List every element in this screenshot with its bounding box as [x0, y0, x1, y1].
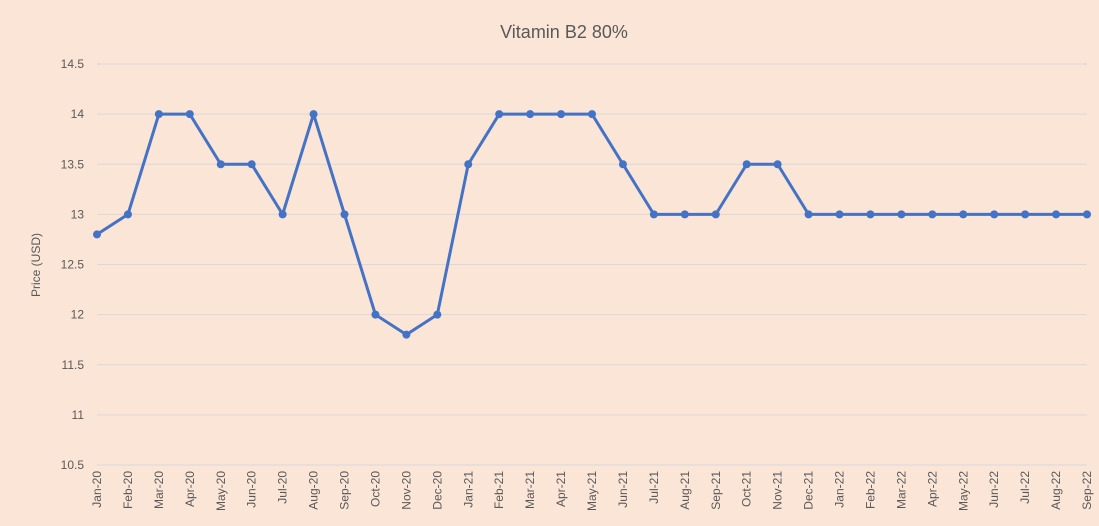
marker [990, 210, 999, 219]
marker [433, 310, 442, 319]
x-tick-label: May-21 [585, 471, 599, 511]
marker [216, 160, 225, 169]
x-tick-label: Jun-22 [987, 471, 1001, 508]
x-tick-label: Feb-20 [121, 471, 135, 509]
marker [742, 160, 751, 169]
marker [93, 230, 101, 239]
x-tick-label: Mar-21 [523, 471, 537, 509]
y-tick-label: 14 [71, 107, 85, 121]
x-tick-label: Dec-20 [430, 471, 444, 510]
x-tick-label: Jun-21 [616, 471, 630, 508]
y-tick-label: 12.5 [61, 258, 85, 272]
x-tick-label: Sep-22 [1080, 471, 1094, 510]
y-tick-label: 11.5 [62, 358, 85, 372]
y-tick-label: 10.5 [61, 458, 85, 472]
marker [959, 210, 968, 219]
marker [588, 110, 596, 119]
marker [371, 310, 380, 319]
x-tick-label: Mar-20 [152, 471, 166, 509]
x-tick-label: Aug-20 [307, 471, 321, 510]
x-tick-label: Nov-20 [399, 471, 413, 510]
x-tick-label: Oct-21 [740, 471, 754, 507]
marker [123, 210, 132, 219]
x-tick-label: May-22 [956, 471, 970, 511]
x-tick-label: Jul-22 [1018, 471, 1032, 504]
marker [928, 210, 937, 219]
x-tick-label: Apr-22 [925, 471, 939, 507]
x-tick-label: May-20 [214, 471, 228, 511]
marker [154, 110, 163, 119]
marker [340, 210, 349, 219]
x-tick-label: Mar-22 [894, 471, 908, 509]
x-tick-label: Apr-20 [183, 471, 197, 507]
y-tick-label: 13.5 [61, 157, 85, 171]
marker [495, 110, 504, 119]
x-tick-label: Sep-21 [709, 471, 723, 510]
marker [1083, 210, 1091, 219]
marker [402, 330, 411, 339]
x-tick-label: Nov-21 [771, 471, 785, 510]
marker [773, 160, 782, 169]
y-axis-label: Price (USD) [29, 233, 43, 297]
y-tick-label: 14.5 [61, 57, 85, 71]
marker [247, 160, 256, 169]
x-tick-label: Jan-20 [90, 471, 104, 508]
marker [680, 210, 689, 219]
x-tick-label: Feb-22 [863, 471, 877, 509]
marker [464, 160, 473, 169]
marker [1021, 210, 1030, 219]
x-tick-label: Oct-20 [368, 471, 382, 507]
marker [649, 210, 658, 219]
marker [618, 160, 627, 169]
x-tick-label: Aug-22 [1049, 471, 1063, 510]
x-tick-label: Jan-21 [461, 471, 475, 508]
x-tick-label: Jan-22 [833, 471, 847, 508]
y-tick-label: 13 [71, 207, 85, 221]
marker [897, 210, 906, 219]
marker [1052, 210, 1061, 219]
x-tick-label: Aug-21 [678, 471, 692, 510]
marker [835, 210, 844, 219]
marker [866, 210, 875, 219]
marker [309, 110, 318, 119]
marker [526, 110, 535, 119]
chart-title: Vitamin B2 80% [500, 22, 628, 42]
x-tick-label: Sep-20 [338, 471, 352, 510]
marker [278, 210, 287, 219]
y-tick-label: 12 [71, 308, 85, 322]
x-tick-label: Jul-20 [276, 471, 290, 504]
x-tick-label: Apr-21 [554, 471, 568, 507]
marker [804, 210, 813, 219]
x-tick-label: Jun-20 [245, 471, 259, 508]
y-tick-label: 11 [72, 408, 85, 422]
x-tick-label: Feb-21 [492, 471, 506, 509]
x-tick-label: Dec-21 [802, 471, 816, 510]
marker [557, 110, 566, 119]
marker [185, 110, 194, 119]
marker [711, 210, 720, 219]
x-tick-label: Jul-21 [647, 471, 661, 504]
